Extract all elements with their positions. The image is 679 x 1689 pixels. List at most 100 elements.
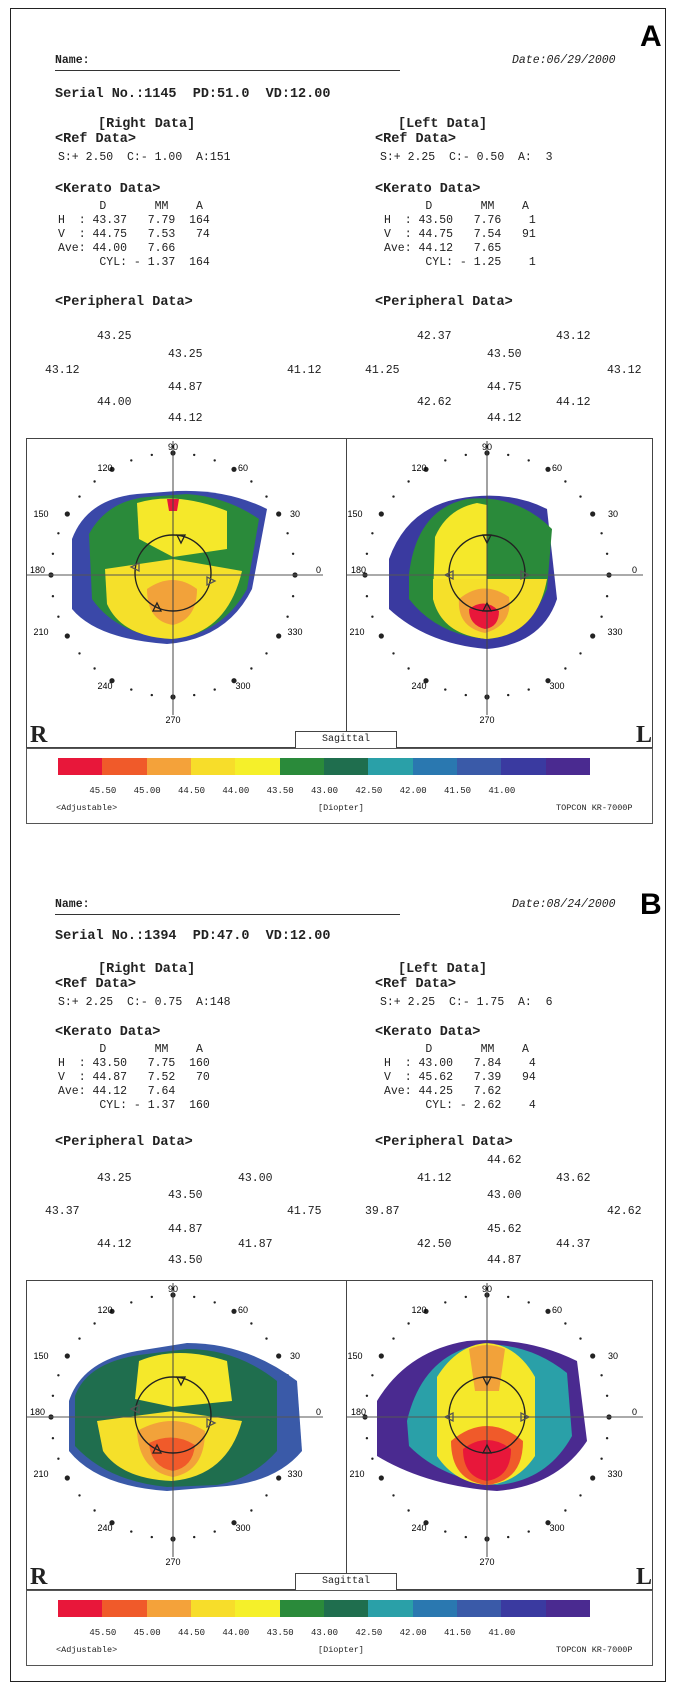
angle-tick-dot (579, 652, 582, 655)
color-scale-label: 41.00 (488, 1628, 516, 1638)
mode-label-sagittal: Sagittal (295, 731, 397, 749)
angle-label-150: 150 (347, 1351, 362, 1361)
right-data-heading: [Right Data] (98, 962, 196, 977)
angle-tick-dot (545, 1308, 551, 1314)
color-scale-label: 43.00 (311, 1628, 339, 1638)
angle-tick-dot (51, 552, 55, 555)
color-scale-swatch (58, 758, 103, 775)
angle-tick-dot (213, 1530, 216, 1533)
angle-label-150: 150 (33, 1351, 48, 1361)
angle-label-120: 120 (97, 1305, 112, 1315)
angle-tick-dot (464, 1295, 467, 1299)
angle-tick-dot (109, 466, 115, 472)
angle-tick-dot (150, 453, 153, 457)
left-eye-map: 90 120 60 150 30 180 0 210 330 240 300 2… (347, 1283, 643, 1567)
angle-label-30: 30 (608, 1351, 618, 1361)
angle-tick-dot (564, 667, 567, 670)
name-label: Name: (55, 898, 90, 911)
angle-label-120: 120 (411, 463, 426, 473)
angle-ticks-left (362, 450, 612, 700)
right-ref-title: <Ref Data> (55, 132, 137, 147)
angle-tick-dot (590, 1475, 596, 1481)
map-divider (346, 1280, 347, 1590)
color-scale-swatch (501, 1600, 547, 1617)
right-data-heading: [Right Data] (98, 117, 196, 132)
left-kerato-header: D MM A (384, 1043, 529, 1056)
angle-label-330: 330 (607, 627, 622, 637)
angle-tick-dot (213, 688, 216, 691)
left-data-heading: [Left Data] (398, 117, 488, 132)
color-scale-swatch (457, 758, 502, 775)
right-peripheral-title: <Peripheral Data> (55, 1135, 193, 1150)
angle-label-180: 180 (30, 565, 45, 575)
angle-tick-dot (527, 1301, 530, 1304)
angle-label-180: 180 (351, 565, 366, 575)
color-scale-label: 44.50 (178, 786, 206, 796)
device-label: TOPCON KR-7000P (556, 803, 633, 813)
color-scale-swatch (235, 758, 281, 775)
serial-line: Serial No.:1145 PD:51.0 VD:12.00 (55, 87, 331, 102)
angle-tick-dot (276, 1353, 282, 1359)
color-scale-swatch (235, 1600, 281, 1617)
angle-label-60: 60 (552, 1305, 562, 1315)
angle-label-0: 0 (316, 565, 321, 575)
angle-tick-dot (407, 480, 410, 483)
angle-tick-dot (57, 1374, 60, 1377)
angle-tick-dot (407, 667, 410, 670)
angle-label-240: 240 (97, 681, 112, 691)
angle-tick-dot (579, 1494, 582, 1497)
color-scale-label: 43.00 (311, 786, 339, 796)
angle-label-60: 60 (238, 463, 248, 473)
angle-tick-dot (392, 1337, 395, 1340)
angle-tick-dot (64, 1475, 70, 1481)
angle-label-60: 60 (238, 1305, 248, 1315)
angle-tick-dot (64, 1353, 70, 1359)
color-scale-label: 43.50 (266, 1628, 294, 1638)
color-scale-label: 43.50 (266, 786, 294, 796)
color-scale-label: 42.00 (399, 786, 427, 796)
right-kerato-ave: Ave: 44.12 7.64 (58, 1085, 176, 1098)
left-periph-right: 43.12 (607, 364, 642, 377)
right-eye-map: 90 120 60 150 30 180 0 210 330 240 300 2… (27, 1283, 323, 1567)
angle-tick-dot (444, 688, 447, 691)
angle-tick-dot (193, 1295, 196, 1299)
color-scale-swatch (146, 758, 192, 775)
left-data-heading: [Left Data] (398, 962, 488, 977)
angle-label-210: 210 (33, 627, 48, 637)
color-scale-swatch (102, 1600, 148, 1617)
angle-tick-dot (444, 1530, 447, 1533)
left-ref-values: S:+ 2.25 C:- 1.75 A: 6 (380, 996, 553, 1009)
left-periph-center-bottom: 44.75 (487, 381, 522, 394)
right-kerato-header: D MM A (58, 1043, 203, 1056)
color-scale-label: 42.50 (355, 1628, 383, 1638)
name-label: Name: (55, 54, 90, 67)
angle-tick-dot (605, 1437, 609, 1440)
axis-marker-top (175, 534, 187, 545)
date: Date:06/29/2000 (512, 54, 616, 67)
angle-tick-dot (265, 1494, 268, 1497)
angle-tick-dot (109, 1520, 115, 1526)
center-circle (134, 534, 212, 612)
angle-tick-dot (286, 615, 289, 618)
angle-tick-dot (605, 552, 609, 555)
left-kerato-title: <Kerato Data> (375, 1025, 481, 1040)
color-scale-label: 45.50 (89, 1628, 117, 1638)
right-kerato-ave: Ave: 44.00 7.66 (58, 242, 176, 255)
angle-tick-dot (109, 1308, 115, 1314)
right-periph-left: 43.37 (45, 1205, 80, 1218)
angle-tick-dot (600, 1457, 603, 1460)
angle-tick-dot (407, 1322, 410, 1325)
angle-tick-dot (250, 480, 253, 483)
right-kerato-title: <Kerato Data> (55, 1025, 161, 1040)
angle-tick-dot (291, 595, 295, 598)
angle-tick-dot (392, 495, 395, 498)
angle-tick-dot (213, 1301, 216, 1304)
color-scale-swatch (146, 1600, 192, 1617)
angle-tick-dot (590, 1353, 596, 1359)
color-scale-swatch (457, 1600, 502, 1617)
angle-tick-dot (378, 511, 384, 517)
left-kerato-title: <Kerato Data> (375, 182, 481, 197)
angle-tick-dot (423, 1520, 429, 1526)
angle-label-330: 330 (607, 1469, 622, 1479)
angle-label-0: 0 (316, 1407, 321, 1417)
